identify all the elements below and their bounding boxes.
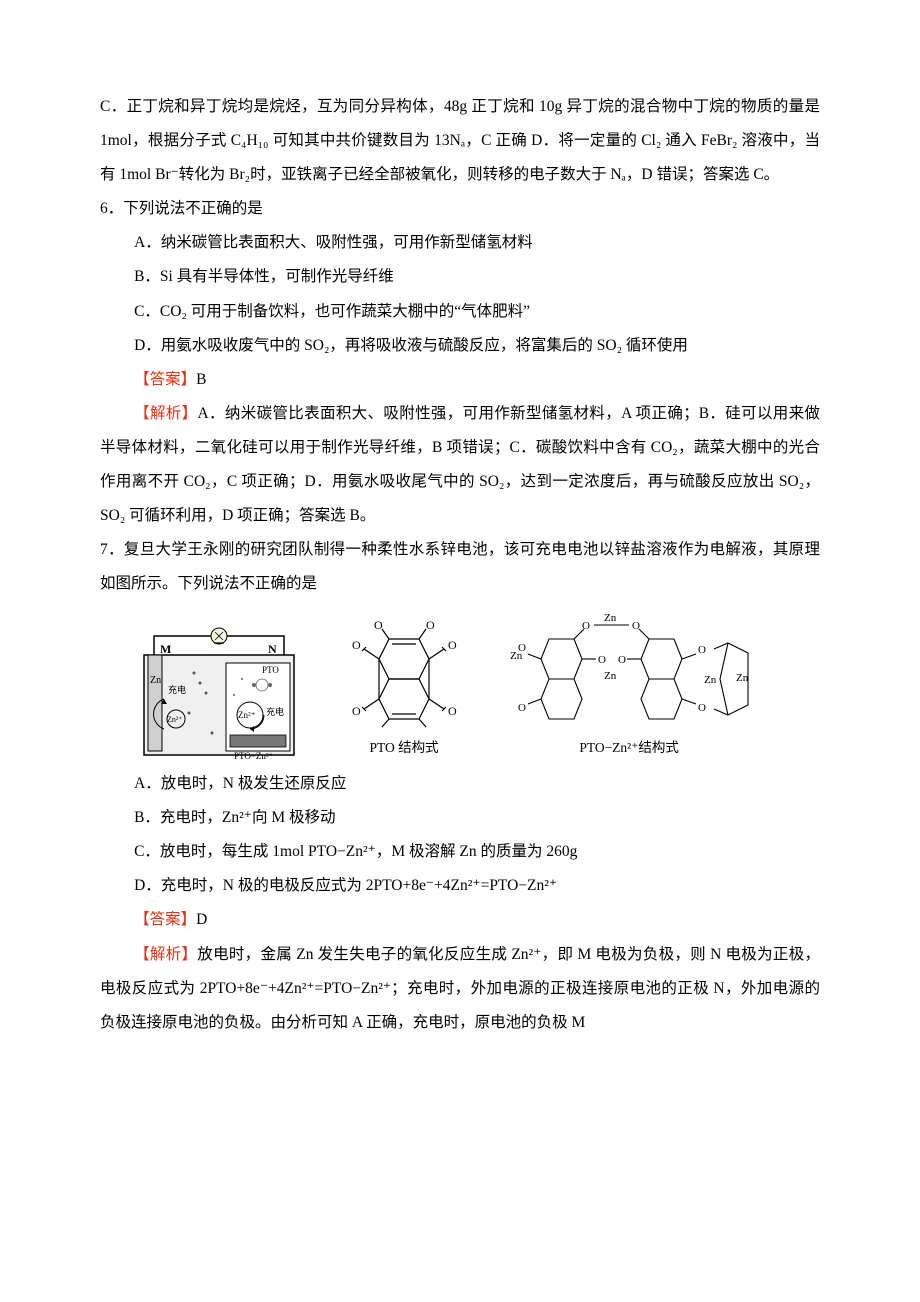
pto-structure-icon: O O O O O O bbox=[334, 619, 474, 729]
svg-text:O: O bbox=[448, 704, 457, 718]
q6-optA: A．纳米碳管比表面积大、吸附性强，可用作新型储氢材料 bbox=[100, 226, 820, 260]
svg-text:O: O bbox=[618, 654, 626, 666]
q7-answer-label: 【答案】 bbox=[134, 911, 196, 928]
q6-optA-text: A．纳米碳管比表面积大、吸附性强，可用作新型储氢材料 bbox=[134, 234, 533, 251]
q7-answer: 【答案】D bbox=[100, 903, 820, 937]
svg-text:Zn: Zn bbox=[736, 672, 749, 684]
q7-fig-battery: M N Zn PTO Zn²⁺ 充电 bbox=[134, 623, 304, 763]
caption-ptozn: PTO−Zn²⁺结构式 bbox=[579, 733, 679, 763]
svg-text:O: O bbox=[374, 619, 383, 632]
svg-text:O: O bbox=[518, 702, 526, 714]
page: C．正丁烷和异丁烷均是烷烃，互为同分异构体，48g 正丁烷和 10g 异丁烷的混… bbox=[0, 0, 920, 1302]
q7-stem: 7．复旦大学王永刚的研究团队制得一种柔性水系锌电池，该可充电电池以锌盐溶液作为电… bbox=[100, 533, 820, 601]
svg-text:O: O bbox=[698, 702, 706, 714]
q7-optB: B．充电时，Zn²⁺向 M 极移动 bbox=[100, 801, 820, 835]
q7-optB-text: B．充电时，Zn²⁺向 M 极移动 bbox=[134, 809, 335, 826]
svg-text:O: O bbox=[426, 619, 435, 632]
label-charge-l: 充电 bbox=[168, 684, 186, 695]
q6-optC-text: C．CO₂ 可用于制备饮料，也可作蔬菜大棚中的“气体肥料” bbox=[134, 303, 530, 320]
q7-optC: C．放电时，每生成 1mol PTO−Zn²⁺，M 极溶解 Zn 的质量为 26… bbox=[100, 835, 820, 869]
svg-text:O: O bbox=[698, 644, 706, 656]
q7-optA: A．放电时，N 极发生还原反应 bbox=[100, 767, 820, 801]
label-Zn: Zn bbox=[150, 675, 161, 686]
q7-stem-text: 7．复旦大学王永刚的研究团队制得一种柔性水系锌电池，该可充电电池以锌盐溶液作为电… bbox=[100, 541, 820, 592]
label-charge-r: 充电 bbox=[266, 706, 284, 717]
q6-expl-label: 【解析】 bbox=[134, 405, 197, 422]
q7-expl-label: 【解析】 bbox=[134, 946, 197, 963]
q7-expl-text: 放电时，金属 Zn 发生失电子的氧化反应生成 Zn²⁺，即 M 电极为负极，则 … bbox=[100, 946, 820, 1031]
svg-text:O: O bbox=[448, 638, 457, 652]
svg-text:Zn: Zn bbox=[704, 674, 717, 686]
pto-zn-structure-icon: O O Zn O O Zn Zn O O O O Zn Zn bbox=[504, 609, 754, 729]
q6-optC: C．CO₂ 可用于制备饮料，也可作蔬菜大棚中的“气体肥料” bbox=[100, 295, 820, 329]
q6-optD-text: D．用氨水吸收废气中的 SO₂，再将吸收液与硫酸反应，将富集后的 SO₂ 循环使… bbox=[134, 337, 688, 354]
q6-optB: B．Si 具有半导体性，可制作光导纤维 bbox=[100, 260, 820, 294]
svg-text:O: O bbox=[632, 620, 640, 632]
q7-optC-text: C．放电时，每生成 1mol PTO−Zn²⁺，M 极溶解 Zn 的质量为 26… bbox=[134, 843, 577, 860]
label-PTO: PTO bbox=[262, 665, 279, 675]
label-N: N bbox=[268, 642, 277, 656]
q6-stem: 6．下列说法不正确的是 bbox=[100, 192, 820, 226]
q6-expl-text: A．纳米碳管比表面积大、吸附性强，可用作新型储氢材料，A 项正确；B．硅可以用来… bbox=[100, 405, 820, 524]
label-M: M bbox=[160, 642, 171, 656]
q6-explanation: 【解析】A．纳米碳管比表面积大、吸附性强，可用作新型储氢材料，A 项正确；B．硅… bbox=[100, 397, 820, 533]
q5-cont-cd: C．正丁烷和异丁烷均是烷烃，互为同分异构体，48g 正丁烷和 10g 异丁烷的混… bbox=[100, 90, 820, 192]
svg-text:Zn: Zn bbox=[604, 670, 617, 682]
q7-optD-text: D．充电时，N 极的电极反应式为 2PTO+8e⁻+4Zn²⁺=PTO−Zn²⁺ bbox=[134, 877, 557, 894]
svg-text:Zn²⁺: Zn²⁺ bbox=[238, 710, 256, 720]
q7-optD: D．充电时，N 极的电极反应式为 2PTO+8e⁻+4Zn²⁺=PTO−Zn²⁺ bbox=[100, 869, 820, 903]
svg-text:O: O bbox=[598, 654, 606, 666]
q7-fig-ptozn: O O Zn O O Zn Zn O O O O Zn Zn PTO−Zn²⁺结… bbox=[504, 609, 754, 763]
q6-answer: 【答案】B bbox=[100, 363, 820, 397]
q7-fig-pto: O O O O O O PTO 结构式 bbox=[334, 619, 474, 763]
q5-cont-text: C．正丁烷和异丁烷均是烷烃，互为同分异构体，48g 正丁烷和 10g 异丁烷的混… bbox=[100, 98, 820, 183]
q7-explanation: 【解析】放电时，金属 Zn 发生失电子的氧化反应生成 Zn²⁺，即 M 电极为负… bbox=[100, 938, 820, 1040]
q7-figure-row: M N Zn PTO Zn²⁺ 充电 bbox=[134, 609, 820, 763]
q6-optB-text: B．Si 具有半导体性，可制作光导纤维 bbox=[134, 268, 394, 285]
svg-text:O: O bbox=[582, 620, 590, 632]
q7-optA-text: A．放电时，N 极发生还原反应 bbox=[134, 775, 346, 792]
q6-answer-value: B bbox=[196, 371, 206, 388]
svg-text:O: O bbox=[352, 704, 361, 718]
q6-optD: D．用氨水吸收废气中的 SO₂，再将吸收液与硫酸反应，将富集后的 SO₂ 循环使… bbox=[100, 329, 820, 363]
q6-stem-text: 6．下列说法不正确的是 bbox=[100, 200, 263, 217]
caption-pto: PTO 结构式 bbox=[370, 733, 439, 763]
svg-text:Zn: Zn bbox=[604, 612, 617, 624]
q7-answer-value: D bbox=[196, 911, 207, 928]
svg-text:O: O bbox=[352, 638, 361, 652]
q6-answer-label: 【答案】 bbox=[134, 371, 196, 388]
label-PTOZn: PTO−Zn²⁺ bbox=[234, 751, 274, 761]
battery-diagram-icon: M N Zn PTO Zn²⁺ 充电 bbox=[134, 623, 304, 763]
svg-text:O: O bbox=[518, 642, 526, 654]
svg-text:Zn²⁺: Zn²⁺ bbox=[167, 715, 183, 724]
